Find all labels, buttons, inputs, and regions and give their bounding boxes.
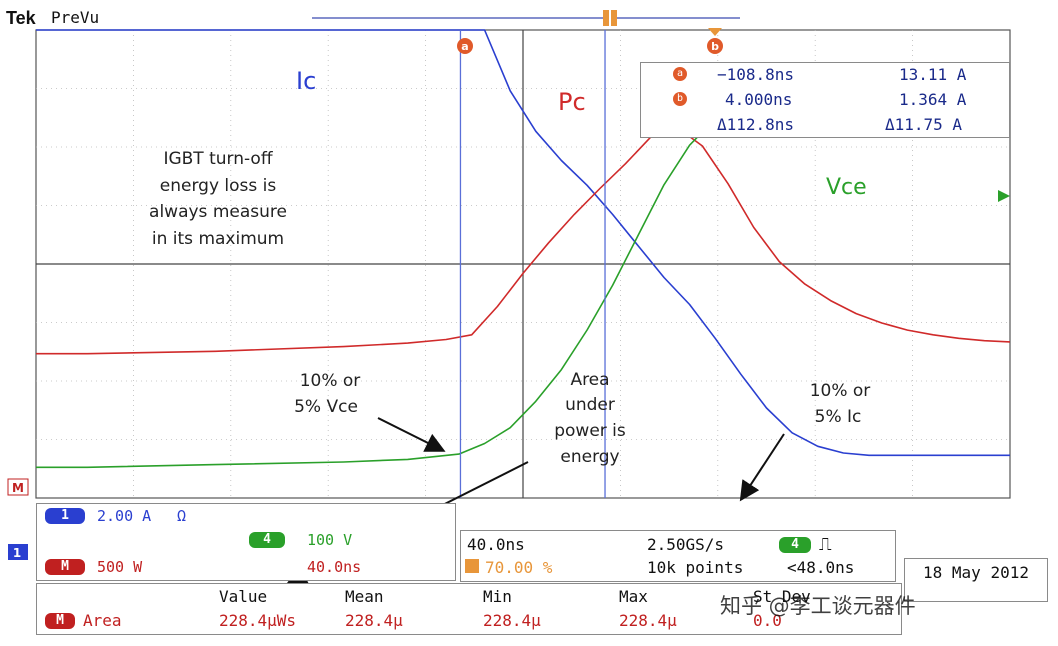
ch1-ground-marker-label: 1 — [13, 546, 21, 560]
ic-threshold-note: 10% or 5% Ic — [810, 381, 871, 427]
date-panel: 18 May 2012 — [904, 558, 1048, 602]
ch1-ground-marker[interactable]: 1 — [8, 544, 28, 560]
svg-text:energy loss is: energy loss is — [160, 176, 277, 196]
svg-text:10% or: 10% or — [810, 381, 871, 401]
math-badge[interactable]: M — [45, 559, 85, 575]
readout-a-icon: a — [673, 67, 687, 81]
svg-text:5% Vce: 5% Vce — [294, 397, 358, 417]
col-header-value: Value — [219, 587, 268, 606]
measurement-table: Value Mean Min Max St Dev M Area 228.4μW… — [36, 583, 902, 635]
vce-threshold-note: 10% or 5% Vce — [294, 371, 360, 417]
math-scale[interactable]: 500 W — [97, 558, 143, 576]
cursor-a-marker-label: a — [461, 40, 468, 53]
vce-label: Vce — [826, 175, 867, 200]
mode-label: PreVu — [51, 8, 99, 27]
cursor-b-marker-label: b — [711, 40, 719, 53]
measurement-stdev: 0.0 — [753, 611, 782, 630]
trace-ic — [36, 29, 1010, 457]
vce-threshold-arrow — [377, 417, 446, 452]
ic-label: Ic — [296, 67, 316, 95]
area-note: Area under power is energy — [554, 370, 626, 467]
brand-label: Tek — [6, 8, 37, 28]
sample-rate[interactable]: 2.50GS/s — [647, 535, 725, 554]
readout-a-time: −108.8ns — [717, 65, 795, 84]
trigger-position-icon-small — [465, 559, 479, 573]
pulse-trigger-icon: ⎍ — [819, 534, 832, 555]
ch1-coupling[interactable]: Ω — [177, 507, 187, 525]
svg-text:under: under — [565, 395, 615, 415]
math-time[interactable]: 40.0ns — [307, 558, 362, 576]
col-header-min: Min — [483, 587, 512, 606]
measurement-min: 228.4μ — [483, 611, 541, 630]
cursor-readout-panel: a −108.8ns 13.11 A b 4.000ns 1.364 A Δ11… — [640, 62, 1010, 138]
measurement-value: 228.4μWs — [219, 611, 297, 630]
ic-threshold-arrow — [739, 433, 785, 502]
math-ground-marker[interactable]: M — [7, 478, 29, 496]
readout-b-time: 4.000ns — [725, 90, 793, 109]
cursor-b-marker[interactable]: b — [707, 28, 723, 54]
cursor-a-marker[interactable]: a — [457, 38, 473, 54]
svg-text:in its maximum: in its maximum — [152, 229, 284, 249]
svg-text:5% Ic: 5% Ic — [815, 407, 862, 427]
ch1-badge[interactable]: 1 — [45, 508, 85, 524]
ch4-scale[interactable]: 100 V — [307, 531, 353, 549]
col-header-mean: Mean — [345, 587, 384, 606]
watermark: 知乎 @李工谈元器件 — [720, 594, 916, 618]
date-label: 18 May 2012 — [923, 563, 1029, 582]
svg-text:10% or: 10% or — [300, 371, 361, 391]
timebase-panel: 40.0ns 2.50GS/s 70.00 % 10k points 4 ⎍ <… — [460, 530, 896, 582]
measurement-label[interactable]: Area — [83, 611, 122, 630]
record-length[interactable]: 10k points — [647, 558, 744, 577]
pc-label: Pc — [558, 88, 586, 116]
col-header-max: Max — [619, 587, 648, 606]
trigger-level[interactable]: <48.0ns — [787, 558, 855, 577]
horizontal-scale[interactable]: 40.0ns — [467, 535, 525, 554]
measurement-max: 228.4μ — [619, 611, 677, 630]
trigger-source-badge[interactable]: 4 — [779, 537, 811, 553]
ch4-level-marker[interactable] — [998, 190, 1010, 202]
svg-text:power is: power is — [554, 421, 626, 441]
measurement-source-badge[interactable]: M — [45, 613, 75, 629]
svg-text:IGBT turn-off: IGBT turn-off — [163, 149, 273, 169]
ch4-badge[interactable]: 4 — [249, 532, 285, 548]
readout-delta-time: Δ112.8ns — [717, 115, 795, 134]
readout-b-icon: b — [673, 92, 687, 106]
cursors[interactable] — [459, 30, 606, 498]
graticule-grid — [36, 30, 1010, 498]
svg-text:Area: Area — [570, 370, 609, 390]
math-ground-marker-label: M — [12, 481, 24, 495]
svg-text:energy: energy — [560, 447, 619, 467]
igbt-note: IGBT turn-off energy loss is always meas… — [149, 149, 287, 249]
readout-delta-value: Δ11.75 A — [885, 115, 963, 134]
ch1-scale[interactable]: 2.00 A — [97, 507, 152, 525]
col-header-stdev: St Dev — [753, 587, 811, 606]
measurement-mean: 228.4μ — [345, 611, 403, 630]
svg-text:always measure: always measure — [149, 202, 287, 222]
trigger-position[interactable]: 70.00 % — [485, 558, 553, 577]
channel-settings-panel: 1 2.00 A Ω 4 100 V M 500 W 40.0ns — [36, 503, 456, 581]
readout-a-value: 13.11 A — [899, 65, 967, 84]
readout-b-value: 1.364 A — [899, 90, 967, 109]
